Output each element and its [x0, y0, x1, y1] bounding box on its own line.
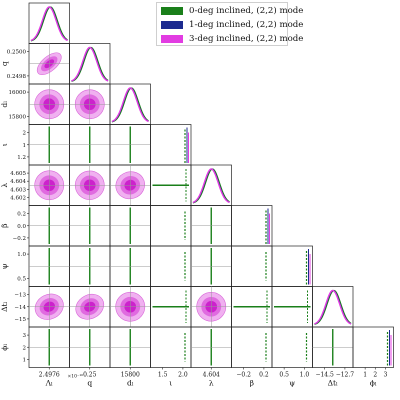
y-tick-label-3-1: 1: [23, 143, 27, 149]
y-tick-label-4-2: 4.603: [10, 187, 26, 193]
y-tick-label-8-0: 3: [23, 333, 27, 339]
y-tick-label-2-1: 15800: [9, 114, 27, 120]
legend-label-3deg: 3-deg inclined, (2,2) mode: [189, 34, 304, 44]
x-axis-label-4: λ: [209, 379, 214, 388]
y-axis-label-7: Δtₗ: [0, 301, 9, 311]
marginal-curve-1-2: [71, 46, 109, 82]
marginal-curve-7-2: [314, 289, 352, 325]
legend-item-3deg: 3-deg inclined, (2,2) mode: [161, 32, 303, 46]
y-tick-label-3-2: 1.2: [17, 155, 26, 161]
panel-frame-8-8: [352, 326, 394, 368]
legend-swatch-1deg: [161, 21, 183, 29]
x-tick-label-6-0: 0.5: [279, 372, 289, 379]
marginal-curve-0-2: [30, 6, 68, 42]
x-axis-label-7: Δtₗ: [328, 379, 338, 388]
y-tick-label-4-0: 4.605: [10, 171, 26, 177]
x-axis-label-5: β: [250, 379, 254, 388]
legend-item-1deg: 1-deg inclined, (2,2) mode: [161, 18, 303, 32]
x-tick-label-7-1: −12.7: [336, 372, 355, 379]
x-tick-label-5-0: −0.2: [236, 372, 251, 379]
y-tick-label-3-0: 2: [23, 131, 27, 137]
y-axis-label-6: ψ: [0, 263, 9, 269]
y-tick-label-8-1: 2: [23, 345, 27, 351]
legend-label-1deg: 1-deg inclined, (2,2) mode: [189, 20, 304, 30]
x-axis-label-8: ϕₗ: [370, 379, 377, 388]
legend-item-0deg: 0-deg inclined, (2,2) mode: [161, 4, 303, 18]
y-axis-label-3: ι: [0, 143, 9, 146]
y-tick-label-5-0: 0.2: [17, 212, 26, 218]
y-tick-label-7-2: −15: [14, 317, 26, 323]
legend-swatch-0deg: [161, 7, 183, 15]
y-tick-label-1-0: 0.2500: [7, 50, 27, 56]
legend-swatch-3deg: [161, 35, 183, 43]
y-axis-label-5: β: [0, 224, 9, 228]
y-tick-label-7-0: −13: [14, 293, 26, 299]
marginal-curve-2-2: [111, 87, 149, 123]
x-tick-label-6-1: 1.0: [300, 372, 310, 379]
y-axis-label-1: q: [0, 61, 9, 66]
marginal-curve-4-2: [192, 168, 230, 204]
x-tick-label-7-0: −14.5: [315, 372, 334, 379]
x-tick-label-0-0: 2.4976: [39, 372, 60, 379]
y-tick-label-8-2: 1: [23, 357, 27, 363]
x-tick-label-8-2: 3: [383, 372, 387, 379]
x-axis-label-0: Λₗ: [45, 379, 53, 388]
x-axis-offset-0: ×10⁻¹⁰: [68, 374, 84, 380]
x-tick-label-5-1: 0.2: [259, 372, 269, 379]
legend-label-0deg: 0-deg inclined, (2,2) mode: [189, 6, 304, 16]
y-tick-label-5-2: −0.2: [13, 236, 26, 242]
x-axis-label-2: dₗ: [127, 379, 134, 388]
x-tick-label-3-0: 1.5: [158, 372, 168, 379]
y-tick-label-2-0: 16000: [9, 90, 27, 96]
x-tick-label-1-0: 0.25: [83, 372, 97, 379]
x-axis-label-6: ψ: [289, 379, 295, 388]
x-axis-label-1: q: [87, 379, 92, 388]
x-tick-label-8-1: 2: [373, 372, 377, 379]
y-tick-label-6-0: 1.0: [17, 252, 26, 258]
y-tick-label-4-3: 4.602: [10, 195, 26, 201]
legend: 0-deg inclined, (2,2) mode 1-deg incline…: [156, 2, 303, 46]
y-tick-label-1-1: 0.2498: [7, 74, 27, 80]
x-tick-label-8-0: 1: [363, 372, 367, 379]
x-axis-label-3: ι: [169, 379, 172, 388]
y-tick-label-5-1: 0.0: [17, 224, 26, 230]
y-axis-label-8: ϕₗ: [0, 344, 9, 351]
y-axis-label-2: dₗ: [0, 101, 9, 108]
y-tick-label-4-1: 4.604: [10, 179, 26, 185]
x-tick-label-2-0: 15800: [121, 372, 140, 379]
x-tick-label-4-0: 4.604: [203, 372, 220, 379]
x-tick-label-3-1: 2.0: [178, 372, 188, 379]
y-axis-label-4: λ: [0, 183, 9, 188]
y-tick-label-6-1: 0.5: [17, 276, 26, 282]
y-tick-label-7-1: −14: [14, 305, 26, 311]
